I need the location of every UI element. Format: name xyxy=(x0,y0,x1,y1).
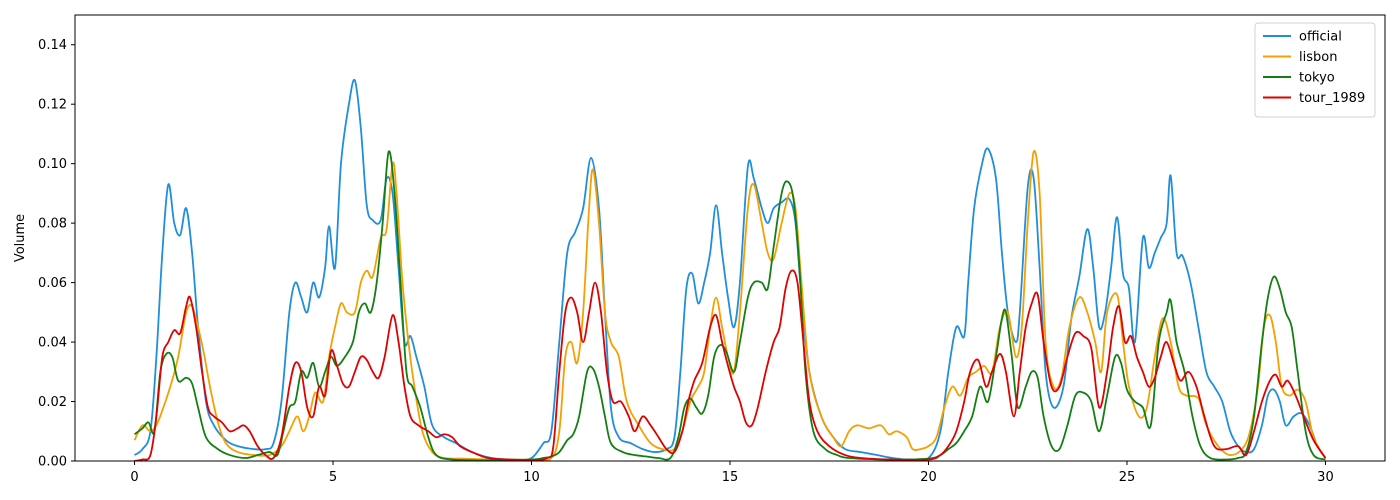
x-axis: 0 5 10 15 20 25 30 xyxy=(130,461,1334,485)
y-tick-label: 0.04 xyxy=(38,336,67,351)
legend-box xyxy=(1254,22,1376,118)
legend-label-tour-1989: tour_1989 xyxy=(1299,91,1365,106)
x-tick-label: 5 xyxy=(329,470,337,485)
legend: official lisbon tokyo tour_1989 xyxy=(1254,22,1376,118)
y-tick-label: 0.10 xyxy=(38,157,67,172)
x-tick-label: 25 xyxy=(1119,470,1136,485)
y-tick-label: 0.00 xyxy=(38,455,67,470)
y-tick-label: 0.08 xyxy=(38,217,67,232)
plot-lines xyxy=(133,78,1327,461)
x-tick-label: 10 xyxy=(523,470,540,485)
y-axis-label: Volume xyxy=(13,214,28,262)
series-line-tokyo xyxy=(134,150,1326,461)
x-tick-label: 20 xyxy=(920,470,937,485)
y-tick-label: 0.12 xyxy=(38,98,67,113)
y-tick-label: 0.14 xyxy=(38,38,67,53)
y-tick-label: 0.06 xyxy=(38,276,67,291)
legend-label-lisbon: lisbon xyxy=(1299,50,1337,65)
x-tick-label: 15 xyxy=(722,470,739,485)
x-tick-label: 0 xyxy=(130,470,138,485)
legend-label-official: official xyxy=(1299,30,1342,45)
x-tick-label: 30 xyxy=(1317,470,1334,485)
legend-label-tokyo: tokyo xyxy=(1299,71,1335,86)
series-line-tour-1989 xyxy=(134,269,1327,461)
series-line-official xyxy=(134,78,1327,461)
y-tick-label: 0.02 xyxy=(38,395,67,410)
y-axis: 0.00 0.02 0.04 0.06 0.08 0.10 0.12 0.14 xyxy=(38,38,75,470)
